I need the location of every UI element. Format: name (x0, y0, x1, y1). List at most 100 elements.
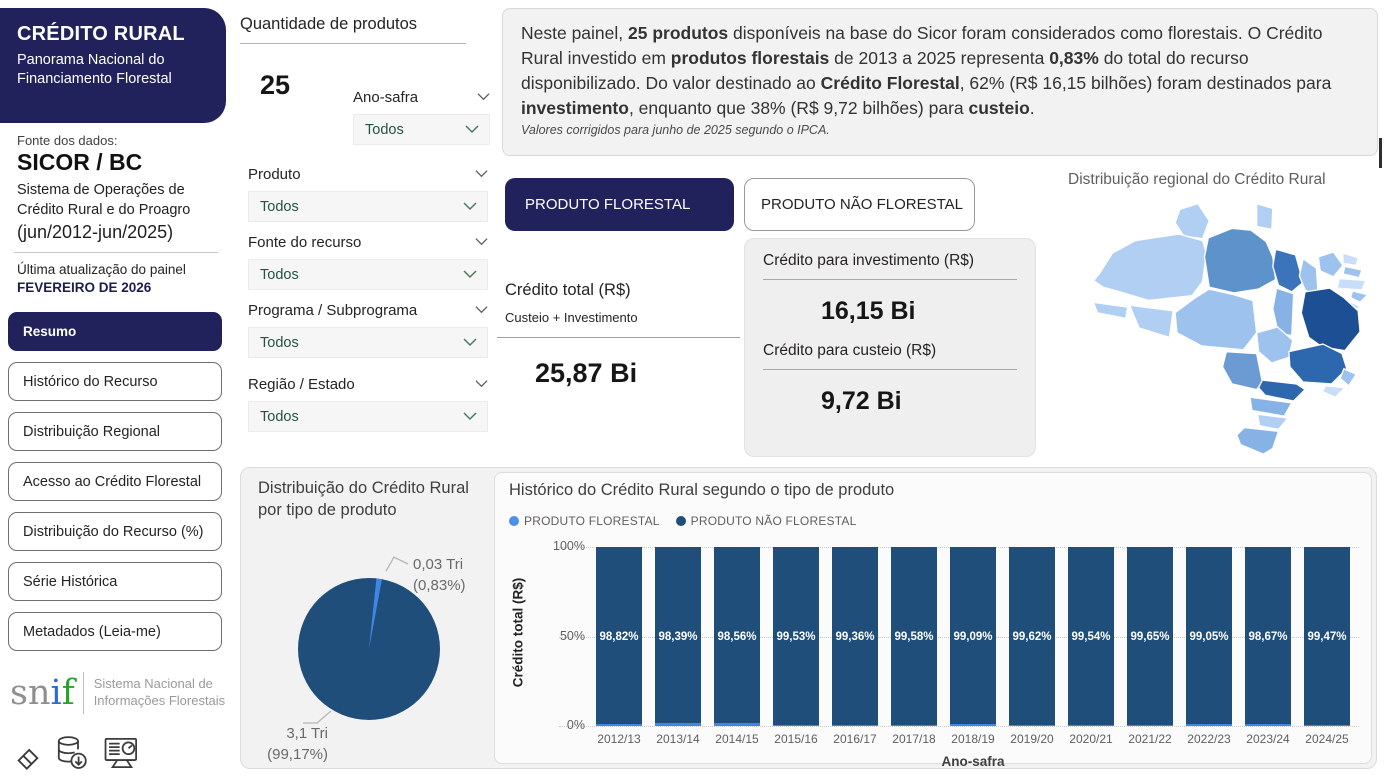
logo-i: i (50, 672, 62, 713)
slicer-produto: Produto Todos (248, 163, 488, 222)
bar-segment-nao-florestal[interactable] (832, 547, 878, 725)
collapse-chevron-icon[interactable] (475, 165, 488, 183)
bar-segment-nao-florestal[interactable] (773, 547, 819, 725)
map-state-CE[interactable] (1317, 251, 1344, 278)
eraser-icon[interactable] (14, 743, 42, 771)
bar-segment-florestal[interactable] (1304, 725, 1350, 726)
bar-segment-nao-florestal[interactable] (1304, 547, 1350, 725)
map-state-RJ[interactable] (1321, 385, 1346, 398)
bar-percent-label: 99,58% (894, 630, 934, 643)
slicer-dropdown[interactable]: Todos (353, 114, 490, 145)
legend-item-nao-florestal[interactable]: PRODUTO NÃO FLORESTAL (675, 514, 857, 528)
map-state-PR[interactable] (1249, 396, 1293, 417)
tab-produto-florestal[interactable]: PRODUTO FLORESTAL (505, 178, 734, 231)
collapse-chevron-icon[interactable] (475, 375, 488, 393)
map-state-RR[interactable] (1174, 203, 1210, 240)
map-state-PE[interactable] (1336, 277, 1367, 291)
map-state-AC[interactable] (1092, 301, 1129, 320)
map-state-SC[interactable] (1256, 413, 1289, 431)
map-state-ES[interactable] (1339, 368, 1357, 387)
bar-2013/14[interactable]: 98,39% (655, 547, 701, 726)
brazil-choropleth-map[interactable] (1085, 198, 1379, 456)
bar-2020/21[interactable]: 99,54% (1068, 547, 1114, 726)
x-axis-title: Ano-safra (941, 754, 1005, 769)
scrollbar-thumb[interactable] (1379, 138, 1382, 168)
bar-segment-florestal[interactable] (655, 723, 701, 726)
bar-segment-nao-florestal[interactable] (714, 547, 760, 723)
slicer-dropdown[interactable]: Todos (248, 259, 488, 290)
bar-segment-nao-florestal[interactable] (1068, 547, 1114, 725)
map-state-RS[interactable] (1236, 426, 1280, 455)
map-state-BA[interactable] (1300, 287, 1361, 352)
map-state-MA[interactable] (1272, 248, 1304, 293)
bar-segment-florestal[interactable] (891, 725, 937, 726)
bar-percent-label: 98,82% (599, 630, 639, 643)
bar-segment-nao-florestal[interactable] (1009, 547, 1055, 725)
map-state-RN[interactable] (1342, 252, 1359, 267)
bar-segment-florestal[interactable] (1127, 725, 1173, 726)
bar-2021/22[interactable]: 99,65% (1127, 547, 1173, 726)
sidebar-item-resumo[interactable]: Resumo (8, 312, 222, 351)
bar-segment-nao-florestal[interactable] (1245, 547, 1291, 724)
map-state-PB[interactable] (1342, 265, 1363, 279)
sidebar-item-hist-rico-do-recurso[interactable]: Histórico do Recurso (8, 362, 222, 401)
slicer-dropdown[interactable]: Todos (248, 401, 488, 432)
logo-sn: sn (10, 672, 51, 713)
map-state-PA[interactable] (1203, 227, 1277, 294)
database-download-icon[interactable] (55, 735, 89, 771)
map-state-MT[interactable] (1174, 288, 1258, 351)
bar-segment-florestal[interactable] (950, 724, 996, 726)
bar-segment-florestal[interactable] (1186, 724, 1232, 726)
bar-2014/15[interactable]: 98,56% (714, 547, 760, 726)
bar-segment-nao-florestal[interactable] (596, 547, 642, 724)
collapse-chevron-icon[interactable] (475, 301, 488, 319)
legend-item-florestal[interactable]: PRODUTO FLORESTAL (509, 514, 660, 528)
bar-segment-florestal[interactable] (1245, 724, 1291, 726)
bar-2024/25[interactable]: 99,47% (1304, 547, 1350, 726)
bar-2019/20[interactable]: 99,62% (1009, 547, 1055, 726)
map-state-AP[interactable] (1255, 203, 1274, 230)
collapse-chevron-icon[interactable] (477, 88, 490, 106)
tab-produto-nao-florestal[interactable]: PRODUTO NÃO FLORESTAL (744, 178, 975, 231)
bar-percent-label: 98,56% (717, 630, 757, 643)
slicer-dropdown[interactable]: Todos (248, 191, 488, 222)
bar-2023/24[interactable]: 98,67% (1245, 547, 1291, 726)
monitor-dashboard-icon[interactable] (102, 735, 142, 771)
bar-segment-nao-florestal[interactable] (1127, 547, 1173, 725)
map-state-RO[interactable] (1128, 304, 1174, 339)
bar-2012/13[interactable]: 98,82% (596, 547, 642, 726)
bar-segment-florestal[interactable] (596, 724, 642, 726)
bar-2015/16[interactable]: 99,53% (773, 547, 819, 726)
bar-2016/17[interactable]: 99,36% (832, 547, 878, 726)
bar-segment-florestal[interactable] (1009, 725, 1055, 726)
map-state-MS[interactable] (1221, 350, 1264, 391)
sidebar-item-acesso-ao-cr-dito-florestal[interactable]: Acesso ao Crédito Florestal (8, 462, 222, 501)
bar-segment-nao-florestal[interactable] (655, 547, 701, 723)
slicer-fonte-do-recurso: Fonte do recurso Todos (248, 231, 488, 290)
bar-segment-florestal[interactable] (832, 725, 878, 726)
pie-slice-florestal[interactable] (369, 578, 382, 649)
bar-segment-florestal[interactable] (773, 725, 819, 726)
map-state-MG[interactable] (1288, 343, 1348, 385)
app-title: CRÉDITO RURAL (17, 23, 185, 45)
bar-segment-nao-florestal[interactable] (950, 547, 996, 724)
slicer-header: Ano-safra (353, 86, 490, 108)
pie-chart[interactable] (250, 540, 490, 768)
sidebar-item-distribui-o-do-recurso-[interactable]: Distribuição do Recurso (%) (8, 512, 222, 551)
bar-segment-nao-florestal[interactable] (891, 547, 937, 725)
sidebar-item-s-rie-hist-rica[interactable]: Série Histórica (8, 562, 222, 601)
slicer-dropdown[interactable]: Todos (248, 327, 488, 358)
sidebar-item-distribui-o-regional[interactable]: Distribuição Regional (8, 412, 222, 451)
bar-2022/23[interactable]: 99,05% (1186, 547, 1232, 726)
collapse-chevron-icon[interactable] (475, 233, 488, 251)
bar-segment-nao-florestal[interactable] (1186, 547, 1232, 724)
map-state-SP[interactable] (1257, 379, 1306, 402)
bar-2017/18[interactable]: 99,58% (891, 547, 937, 726)
x-tick-label: 2016/17 (833, 732, 877, 746)
bar-2018/19[interactable]: 99,09% (950, 547, 996, 726)
bar-segment-florestal[interactable] (1068, 725, 1114, 726)
map-state-AL[interactable] (1349, 290, 1369, 304)
bar-segment-florestal[interactable] (714, 723, 760, 726)
map-state-AM[interactable] (1092, 233, 1208, 302)
sidebar-item-metadados-leia-me-[interactable]: Metadados (Leia-me) (8, 612, 222, 651)
